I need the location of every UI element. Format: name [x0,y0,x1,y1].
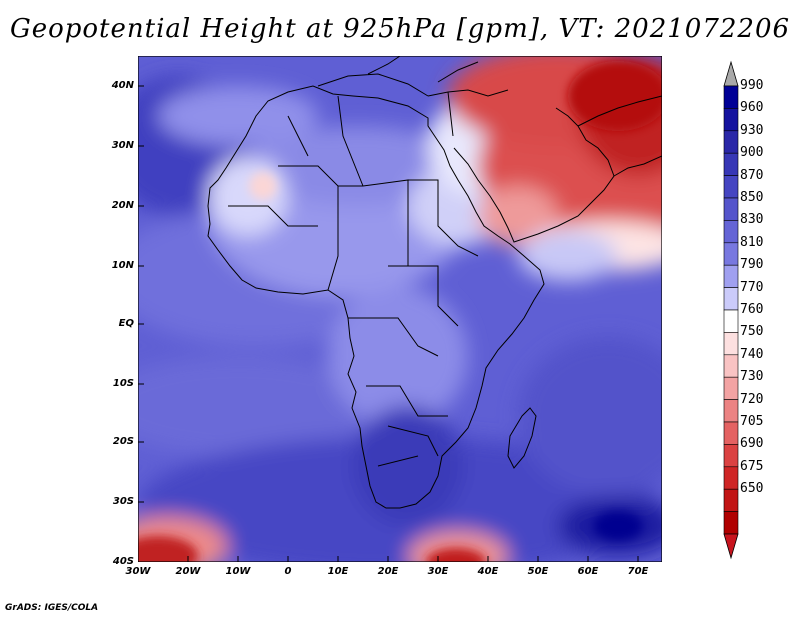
colorbar-segment [723,421,739,445]
colorbar-segment [723,287,739,311]
colorbar-segment [723,488,739,512]
lat-label: 30N [111,140,134,151]
colorbar-segment [723,85,739,109]
lat-label: 40N [111,80,134,91]
grads-credit: GrADS: IGES/COLA [5,603,99,613]
lat-label: 20S [112,436,134,447]
colorbar-level-label: 790 [740,257,764,273]
lon-label: 20W [175,566,201,577]
colorbar-level-label: 750 [740,324,764,340]
colorbar-level-label: 870 [740,167,764,183]
colorbar-level-label: 990 [740,78,764,93]
colorbar-level-label: 760 [740,302,764,317]
coastline-borders [207,56,662,509]
colorbar-level-label: 730 [740,369,764,385]
colorbar-segment [723,152,739,176]
colorbar-segment [723,354,739,378]
colorbar-level-label: 650 [740,481,764,497]
lat-label: 20N [111,200,134,211]
colorbar-level-label: 740 [740,346,764,362]
lon-label: 30E [427,566,449,577]
colorbar-segment [723,444,739,468]
colorbar-top-arrow [723,60,739,87]
axis-ticks [138,85,639,562]
map-panel [138,56,662,562]
colorbar [723,60,739,560]
colorbar-segment [723,376,739,400]
colorbar-segment [723,130,739,154]
colorbar-level-label: 900 [740,145,764,161]
colorbar-segment [723,242,739,266]
lat-label: 40S [112,556,134,567]
lon-label: 70E [627,566,649,577]
colorbar-segment [723,175,739,199]
colorbar-level-label: 690 [740,436,764,452]
lon-label: 20E [377,566,399,577]
colorbar-segment [723,197,739,221]
colorbar-segment [723,466,739,490]
colorbar-level-label: 770 [740,279,764,295]
colorbar-level-label: 810 [740,234,764,250]
lon-label: 40E [477,566,499,577]
lon-label: 0 [284,566,292,577]
colorbar-segment [723,264,739,288]
geopotential-field [138,56,662,562]
colorbar-level-label: 930 [740,122,764,138]
colorbar-level-label: 850 [740,190,764,205]
lat-label: EQ [118,318,134,329]
colorbar-level-label: 705 [740,414,764,429]
colorbar-segment [723,220,739,244]
colorbar-level-label: 960 [740,100,764,116]
colorbar-bottom-arrow [723,533,739,560]
colorbar-segment [723,309,739,333]
plot-title: Geopotential Height at 925hPa [gpm], VT:… [9,14,791,44]
colorbar-level-label: 830 [740,212,764,228]
map-svg [138,56,662,562]
colorbar-segment [723,108,739,132]
lon-label: 10E [327,566,349,577]
lat-label: 30S [112,496,134,507]
lat-label: 10S [112,378,134,389]
colorbar-segment [723,332,739,356]
colorbar-level-label: 675 [740,458,764,474]
colorbar-segment [723,511,739,535]
lon-label: 60E [577,566,599,577]
colorbar-segment [723,399,739,423]
lon-label: 50E [527,566,549,577]
lat-label: 10N [111,260,134,271]
lon-label: 10W [225,566,251,577]
lon-label: 30W [125,566,151,577]
colorbar-level-label: 720 [740,391,764,407]
